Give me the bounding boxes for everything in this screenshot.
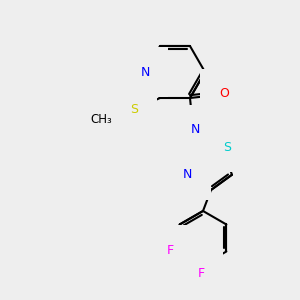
Text: O: O	[219, 88, 229, 100]
Text: S: S	[130, 103, 138, 116]
Text: N: N	[190, 124, 200, 136]
Text: F: F	[197, 268, 205, 281]
Text: N: N	[140, 65, 150, 79]
Text: H: H	[180, 124, 190, 136]
Text: CH₃: CH₃	[90, 113, 112, 127]
Text: F: F	[167, 244, 174, 257]
Text: S: S	[223, 141, 231, 154]
Text: N: N	[182, 168, 192, 181]
